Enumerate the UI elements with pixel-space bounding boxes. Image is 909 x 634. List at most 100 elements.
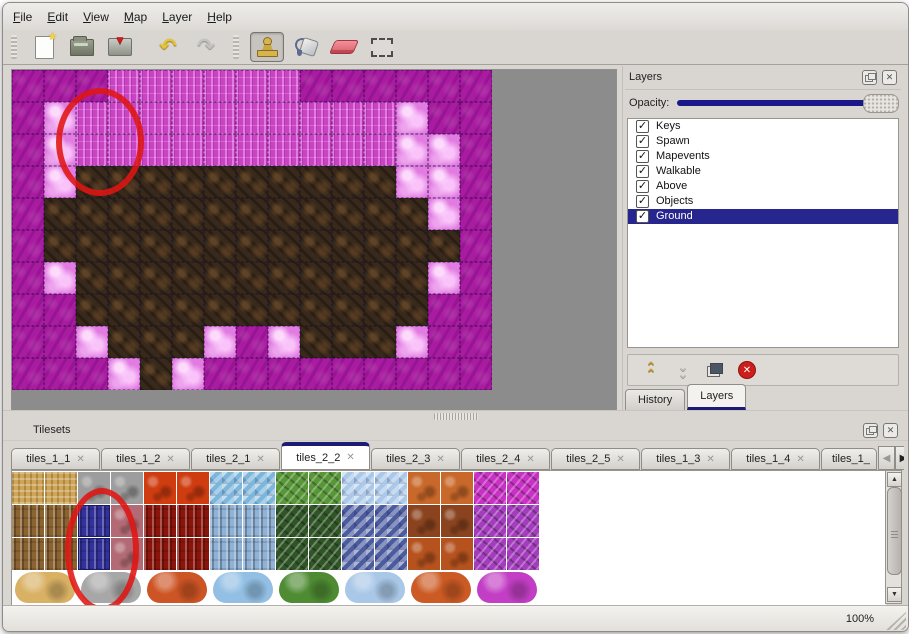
map-tile[interactable] xyxy=(44,230,76,262)
map-tile[interactable] xyxy=(236,198,268,230)
float-panel-icon[interactable] xyxy=(862,69,877,85)
map-tile[interactable] xyxy=(396,230,428,262)
tileset-tile[interactable] xyxy=(210,538,242,570)
map-tile[interactable] xyxy=(12,326,44,358)
tileset-tile[interactable] xyxy=(309,472,341,504)
map-tile[interactable] xyxy=(140,198,172,230)
panel-splitter[interactable] xyxy=(3,410,908,421)
map-tile[interactable] xyxy=(460,230,492,262)
map-tile[interactable] xyxy=(12,294,44,326)
tileset-tile[interactable] xyxy=(474,472,506,504)
map-tile[interactable] xyxy=(204,70,236,102)
scroll-tabs-right-button[interactable]: ▶ xyxy=(895,446,904,470)
close-tab-icon[interactable]: ✕ xyxy=(526,453,535,465)
map-tile[interactable] xyxy=(332,326,364,358)
map-tile[interactable] xyxy=(428,166,460,198)
menu-map[interactable]: Map xyxy=(123,9,148,24)
tileset-tile[interactable] xyxy=(342,505,374,537)
close-tilesets-icon[interactable]: ✕ xyxy=(883,422,898,438)
map-tile[interactable] xyxy=(428,230,460,262)
map-tile[interactable] xyxy=(364,70,396,102)
map-tile[interactable] xyxy=(172,166,204,198)
map-tile[interactable] xyxy=(236,70,268,102)
layer-visibility-checkbox[interactable]: ✓ xyxy=(636,164,649,178)
open-file-button[interactable] xyxy=(66,33,98,61)
layer-row-objects[interactable]: ✓ Objects xyxy=(628,194,898,209)
tileset-tab-tiles_2_4[interactable]: tiles_2_4 ✕ xyxy=(461,448,550,470)
map-tile[interactable] xyxy=(204,166,236,198)
dock-tab-history[interactable]: History xyxy=(625,389,686,410)
tileset-tile[interactable] xyxy=(12,472,44,504)
window-resize-grip[interactable] xyxy=(886,612,906,630)
map-tile[interactable] xyxy=(460,198,492,230)
tileset-tile[interactable] xyxy=(375,472,407,504)
map-tile[interactable] xyxy=(204,326,236,358)
eraser-tool-button[interactable] xyxy=(328,33,360,61)
tileset-tile[interactable] xyxy=(408,538,440,570)
map-tile[interactable] xyxy=(268,198,300,230)
menu-file[interactable]: File xyxy=(13,9,33,24)
map-tile[interactable] xyxy=(140,166,172,198)
tileset-view[interactable] xyxy=(11,470,886,606)
map-tile[interactable] xyxy=(364,294,396,326)
map-tile[interactable] xyxy=(300,134,332,166)
map-tile[interactable] xyxy=(204,102,236,134)
map-tile[interactable] xyxy=(396,326,428,358)
tileset-blob-tile[interactable] xyxy=(213,572,273,603)
map-tile[interactable] xyxy=(428,262,460,294)
map-tile[interactable] xyxy=(44,70,76,102)
map-tile[interactable] xyxy=(108,230,140,262)
map-tile[interactable] xyxy=(76,294,108,326)
map-tile[interactable] xyxy=(300,70,332,102)
layer-row-mapevents[interactable]: ✓ Mapevents xyxy=(628,149,898,164)
map-tile[interactable] xyxy=(428,102,460,134)
layer-row-above[interactable]: ✓ Above xyxy=(628,179,898,194)
map-tile[interactable] xyxy=(236,294,268,326)
redo-button[interactable]: ↷ xyxy=(190,33,222,61)
map-tile[interactable] xyxy=(428,326,460,358)
tileset-tile[interactable] xyxy=(309,538,341,570)
tileset-tab-tiles_1_3[interactable]: tiles_1_3 ✕ xyxy=(641,448,730,470)
layer-visibility-checkbox[interactable]: ✓ xyxy=(636,194,649,208)
layer-visibility-checkbox[interactable]: ✓ xyxy=(636,119,649,133)
tileset-tile[interactable] xyxy=(144,472,176,504)
layer-row-ground[interactable]: ✓ Ground xyxy=(628,208,898,224)
map-tile[interactable] xyxy=(396,70,428,102)
map-tile[interactable] xyxy=(332,230,364,262)
tileset-tile[interactable] xyxy=(507,472,539,504)
map-tile[interactable] xyxy=(396,262,428,294)
layer-visibility-checkbox[interactable]: ✓ xyxy=(636,134,649,148)
map-tile[interactable] xyxy=(364,166,396,198)
tileset-tile[interactable] xyxy=(408,472,440,504)
tileset-tile[interactable] xyxy=(276,472,308,504)
close-tab-icon[interactable]: ✕ xyxy=(706,453,715,465)
tileset-tile[interactable] xyxy=(12,505,44,537)
map-tile[interactable] xyxy=(108,198,140,230)
save-file-button[interactable] xyxy=(104,33,136,61)
map-tile[interactable] xyxy=(300,166,332,198)
map-tile[interactable] xyxy=(44,262,76,294)
map-tile[interactable] xyxy=(12,358,44,390)
map-tile[interactable] xyxy=(236,102,268,134)
dock-tab-layers[interactable]: Layers xyxy=(687,384,747,410)
tileset-tile[interactable] xyxy=(177,472,209,504)
map-tile[interactable] xyxy=(12,134,44,166)
map-tile[interactable] xyxy=(460,358,492,390)
map-tile[interactable] xyxy=(396,102,428,134)
map-tile[interactable] xyxy=(332,70,364,102)
map-tile[interactable] xyxy=(76,326,108,358)
scroll-up-button[interactable]: ▲ xyxy=(887,472,902,487)
map-tile[interactable] xyxy=(12,230,44,262)
map-tile[interactable] xyxy=(236,166,268,198)
map-tile[interactable] xyxy=(300,230,332,262)
map-tile[interactable] xyxy=(364,230,396,262)
map-tile[interactable] xyxy=(172,358,204,390)
map-tile[interactable] xyxy=(12,262,44,294)
scroll-tabs-left-button[interactable]: ◀ xyxy=(878,446,895,470)
new-file-button[interactable] xyxy=(28,30,60,61)
map-tile[interactable] xyxy=(460,134,492,166)
tileset-blob-tile[interactable] xyxy=(279,572,339,603)
tileset-tile[interactable] xyxy=(507,505,539,537)
map-tile[interactable] xyxy=(268,166,300,198)
layer-visibility-checkbox[interactable]: ✓ xyxy=(636,209,649,223)
